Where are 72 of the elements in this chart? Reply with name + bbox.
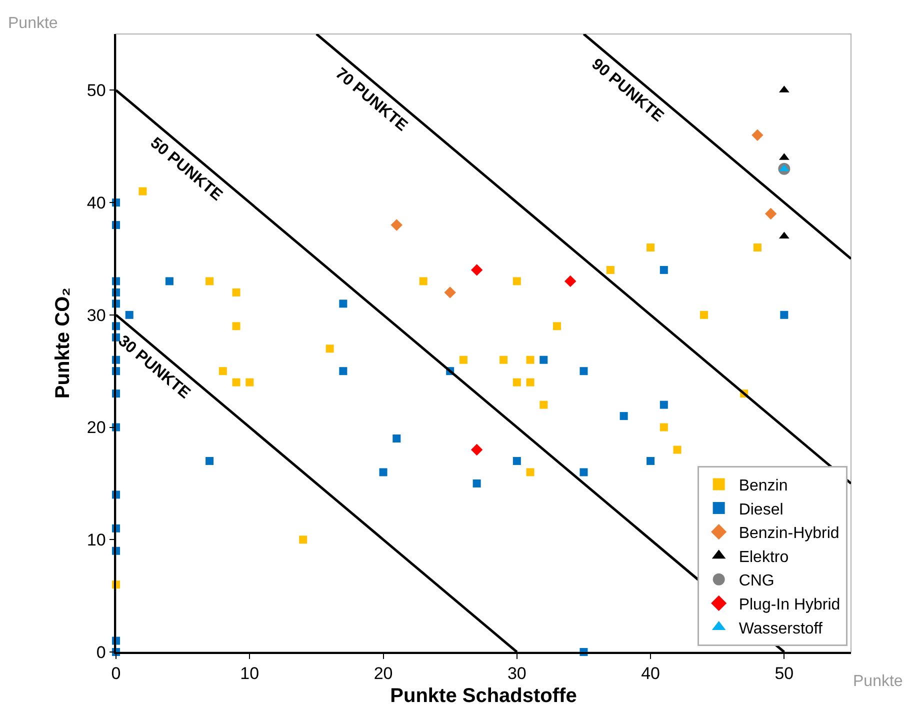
point (646, 456, 655, 465)
legend-label: Wasserstoff (738, 620, 823, 638)
point (125, 310, 134, 319)
y-tick-label: 0 (96, 642, 106, 662)
legend-label: Elektro (738, 548, 789, 566)
x-tick-label: 30 (507, 664, 526, 684)
y-tick-label: 20 (86, 418, 106, 438)
point (512, 456, 521, 465)
point (138, 187, 147, 196)
point (218, 367, 227, 376)
point (206, 456, 214, 465)
y-axis-title: Punkte CO₂ (52, 287, 74, 399)
legend-label: Benzin-Hybrid (738, 525, 840, 542)
x-axis-title: Punkte Schadstoffe (390, 685, 577, 708)
point (500, 356, 508, 364)
point (206, 277, 214, 286)
point (752, 129, 764, 141)
point (553, 322, 561, 330)
point (512, 277, 521, 286)
x-tick-label: 40 (641, 664, 660, 684)
point (232, 378, 240, 386)
point (540, 400, 548, 409)
point (512, 378, 521, 386)
point (580, 367, 588, 376)
point (620, 412, 628, 420)
point (326, 344, 334, 353)
y-tick-label: 40 (86, 194, 106, 212)
point (390, 219, 402, 231)
x-tick-label: 20 (374, 664, 393, 684)
point (526, 378, 534, 386)
point (339, 367, 348, 376)
point (526, 468, 534, 476)
point (444, 286, 456, 298)
y-tick-label: 10 (86, 530, 106, 550)
point (660, 400, 668, 409)
point (660, 423, 668, 432)
x-tick-label: 0 (111, 664, 121, 684)
point (700, 310, 708, 319)
x-tick-label: 50 (774, 664, 794, 684)
point (564, 275, 576, 288)
point (379, 468, 388, 476)
point (660, 266, 668, 274)
text: Punkte (8, 15, 58, 32)
point (165, 277, 174, 286)
point (764, 208, 777, 220)
point (580, 468, 588, 476)
point (470, 264, 483, 276)
text: Punkte (853, 673, 903, 690)
point (753, 243, 762, 252)
point (459, 356, 468, 364)
point (232, 288, 240, 296)
legend-label: CNG (738, 572, 774, 590)
point (526, 356, 534, 364)
point (232, 322, 240, 330)
x-tick-label: 10 (240, 664, 260, 684)
point (673, 446, 682, 454)
point (780, 310, 788, 319)
point (606, 266, 614, 274)
point (646, 243, 655, 252)
point (472, 479, 481, 488)
y-tick-label: 50 (86, 81, 106, 100)
legend-label: Benzin (738, 477, 788, 494)
point (540, 356, 548, 364)
point (299, 536, 308, 544)
point (419, 277, 428, 286)
legend-label: Diesel (738, 501, 784, 518)
y-tick-label: 30 (86, 306, 106, 325)
point (339, 300, 348, 308)
legend-label: Plug-In Hybrid (738, 596, 840, 614)
point (392, 434, 401, 443)
point (470, 444, 483, 456)
point (246, 378, 254, 386)
